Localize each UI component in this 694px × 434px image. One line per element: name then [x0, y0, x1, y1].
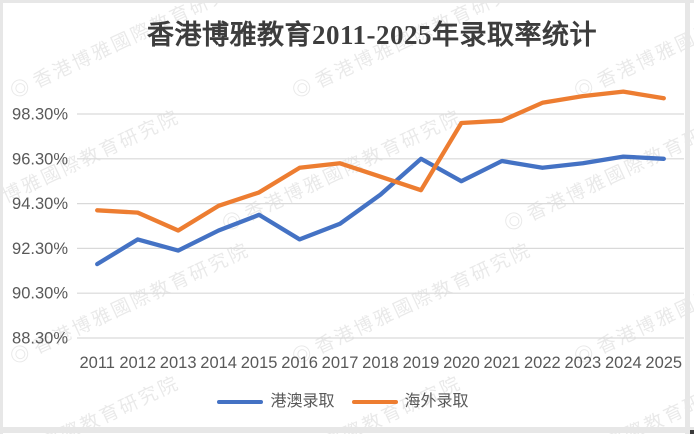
x-axis-tick-label: 2022	[524, 354, 561, 372]
y-axis-tick-label: 94.30%	[12, 195, 68, 213]
x-axis-tick-label: 2012	[119, 354, 156, 372]
x-axis-tick-label: 2024	[605, 354, 642, 372]
chart-legend: 港澳录取 海外录取	[0, 391, 686, 413]
series-line-hk-macau[interactable]	[95, 154, 666, 267]
y-axis-tick-label: 88.30%	[12, 330, 68, 348]
x-axis-tick-label: 2023	[564, 354, 601, 372]
legend-item-overseas[interactable]: 海外录取	[351, 392, 469, 412]
legend-line-swatch-orange-icon	[351, 399, 398, 405]
x-axis-tick-label: 2011	[79, 354, 114, 372]
x-axis-tick-label: 2025	[645, 354, 682, 372]
screenshot-edge-left	[0, 0, 3, 434]
corner-handle	[690, 430, 694, 434]
x-axis-tick-label: 2013	[160, 354, 197, 372]
chart-title[interactable]: 香港博雅教育2011-2025年录取率统计	[146, 20, 597, 50]
y-axis-tick-label: 98.30%	[12, 106, 68, 124]
legend-item-hk-macau[interactable]: 港澳录取	[217, 392, 335, 412]
x-axis-tick-label: 2017	[322, 354, 359, 372]
legend-line-swatch-blue-icon	[217, 399, 264, 405]
y-axis-tick-label: 92.30%	[12, 240, 68, 258]
x-axis-tick-label: 2018	[362, 354, 399, 372]
screenshot-edge-right	[685, 0, 690, 434]
legend-label-overseas: 海外录取	[404, 393, 469, 410]
y-axis-tick-label: 90.30%	[12, 285, 68, 303]
x-axis-tick-label: 2015	[241, 354, 278, 372]
legend-label-hk-macau: 港澳录取	[270, 393, 335, 410]
screenshot-edge-top	[0, 0, 694, 3]
x-axis-tick-label: 2019	[403, 354, 440, 372]
screenshot-edge-bottom	[0, 427, 694, 433]
y-axis-tick-label: 96.30%	[12, 150, 68, 168]
x-axis-tick-label: 2020	[443, 354, 480, 372]
x-axis-tick-label: 2021	[484, 354, 521, 372]
x-axis-tick-label: 2016	[281, 354, 318, 372]
x-axis-tick-label: 2014	[200, 354, 237, 372]
series-line-overseas[interactable]	[95, 89, 666, 233]
